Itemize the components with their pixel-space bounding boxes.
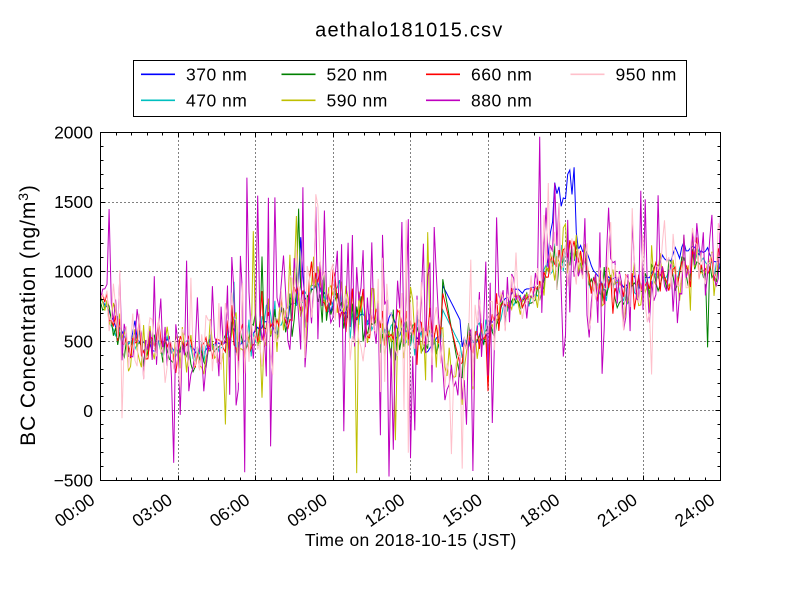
- svg-text:880 nm: 880 nm: [471, 91, 532, 111]
- svg-text:590 nm: 590 nm: [327, 91, 388, 111]
- svg-text:1000: 1000: [54, 262, 93, 282]
- svg-text:0: 0: [83, 401, 93, 421]
- svg-text:520 nm: 520 nm: [327, 65, 388, 85]
- svg-text:1500: 1500: [54, 192, 93, 212]
- svg-text:aethalo181015.csv: aethalo181015.csv: [315, 20, 503, 42]
- svg-text:370 nm: 370 nm: [186, 65, 247, 85]
- svg-text:660 nm: 660 nm: [471, 65, 532, 85]
- svg-text:2000: 2000: [54, 123, 93, 143]
- svg-text:470 nm: 470 nm: [186, 91, 247, 111]
- svg-text:950 nm: 950 nm: [616, 65, 677, 85]
- svg-text:Time on 2018-10-15 (JST): Time on 2018-10-15 (JST): [305, 530, 517, 550]
- svg-text:500: 500: [64, 331, 93, 351]
- svg-text:BC Concentration (ng/m3): BC Concentration (ng/m3): [15, 184, 40, 446]
- svg-text:−500: −500: [54, 471, 94, 491]
